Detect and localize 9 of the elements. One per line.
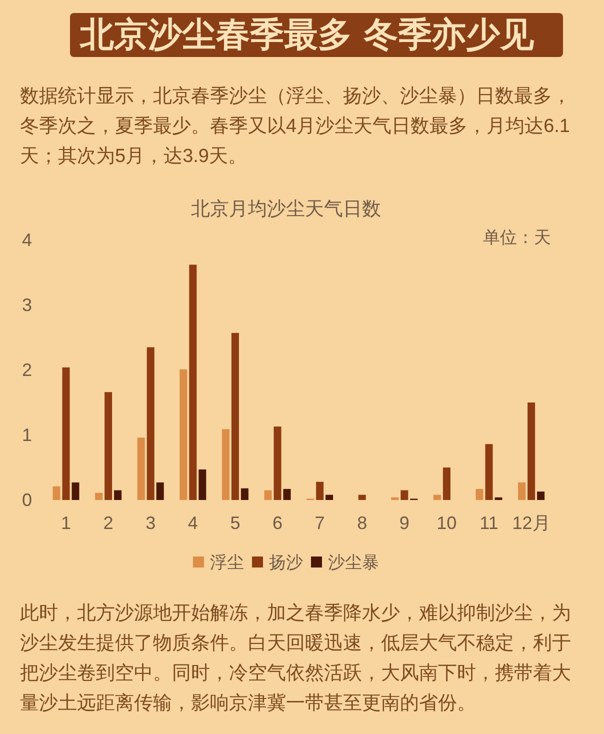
ylabel: 单位：天 xyxy=(483,228,551,247)
legend: 浮尘 扬沙 沙尘暴 xyxy=(193,553,379,572)
subtitle: 北京月均沙尘天气日数 xyxy=(191,199,381,220)
annotation: 此时，北方沙源地开始解冻，加之春季降水少，难以抑制沙尘，为沙尘发生提供了物质条件。白天回暖迅速，低层大气不稳定，利于把沙尘卷到空中。同时，冷空气依然活跃，大风南下时，携带着大量沙土远距离传输，影响京津冀一带甚至更南的省份。 xyxy=(20,602,572,716)
legend-label: 扬沙 xyxy=(269,553,303,572)
legend-label: 沙尘暴 xyxy=(328,553,379,572)
legend-label: 浮尘 xyxy=(210,553,244,572)
annotation: 数据统计显示，北京春季沙尘（浮尘、扬沙、沙尘暴）日数最多，冬季次之，夏季最少。春季又以4月沙尘天气日数最多，月均达6.1天；其次为5月，达3.9天。 xyxy=(20,85,572,169)
title: 北京沙尘春季最多 冬季亦少见 xyxy=(70,13,563,57)
